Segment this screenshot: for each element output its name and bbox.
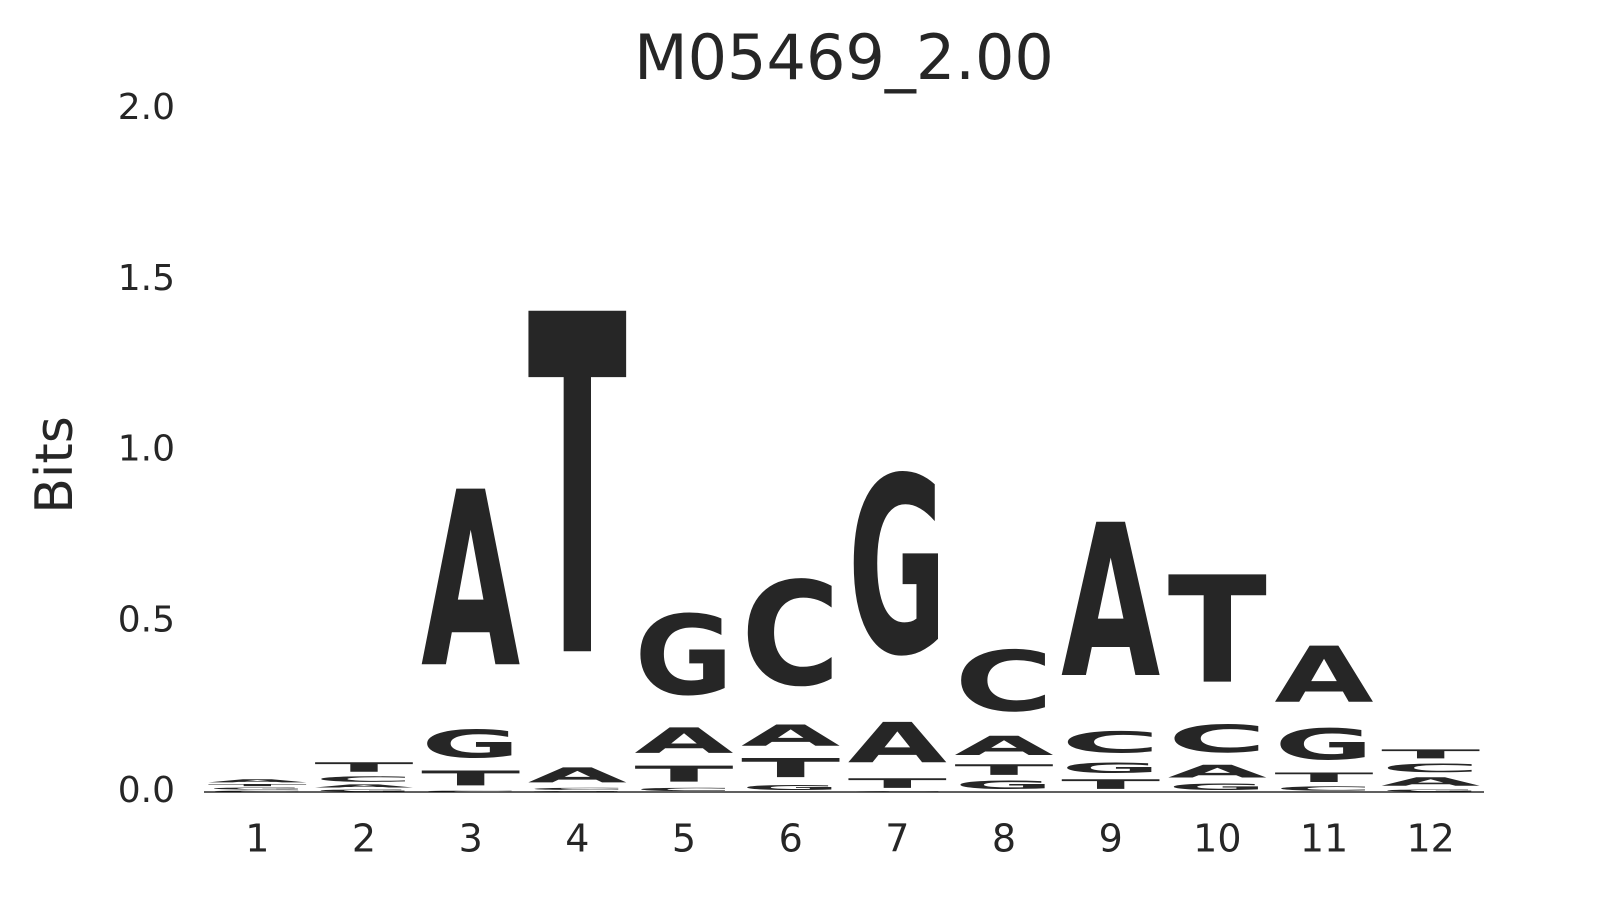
letter-glyph: A [1274, 630, 1373, 720]
letter-glyph: A [421, 442, 520, 722]
letter-glyph: A [954, 731, 1054, 762]
letter-glyph: G [314, 789, 413, 792]
letter-glyph: A [314, 784, 413, 789]
x-tick-label: 2 [352, 817, 376, 861]
letter-glyph: G [954, 778, 1053, 792]
y-tick-label: 0.0 [118, 770, 175, 811]
y-axis-label: Bits [25, 416, 85, 514]
letter-glyph: C [421, 790, 520, 792]
letter-glyph: T [1168, 546, 1267, 717]
letter-glyph: C [1274, 785, 1373, 792]
letter-glyph: G [848, 427, 947, 711]
letter-glyph: C [528, 787, 627, 790]
letter-glyph: A [528, 763, 627, 787]
letter-glyph: C [208, 790, 307, 792]
letter-glyph: T [1061, 777, 1160, 792]
letter-glyph: T [1381, 747, 1480, 761]
letter-glyph: G [634, 593, 733, 720]
letter-glyph: T [1274, 770, 1373, 785]
x-tick-label: 8 [992, 817, 1016, 861]
x-tick-label: 11 [1300, 817, 1348, 861]
x-tick-label: 3 [459, 817, 483, 861]
letter-glyph: T [421, 767, 520, 791]
letter-glyph: G [1274, 721, 1373, 770]
letter-glyph: G [421, 723, 520, 767]
letter-glyph: C [1061, 726, 1160, 760]
letter-glyph: C [1168, 717, 1267, 761]
letter-glyph: T [848, 776, 947, 791]
letter-glyph: T [208, 784, 307, 787]
x-tick-label: 6 [779, 817, 803, 861]
letter-glyph: C [848, 791, 947, 792]
letter-glyph: G [741, 784, 840, 792]
letter-glyph: C [1381, 761, 1480, 775]
x-tick-label: 10 [1193, 817, 1241, 861]
letter-glyph: C [954, 634, 1053, 730]
letter-glyph: T [954, 761, 1053, 778]
letter-glyph: A [848, 711, 947, 776]
y-tick-label: 1.5 [118, 258, 175, 299]
x-tick-label: 7 [885, 817, 909, 861]
letter-glyph: G [208, 787, 307, 790]
x-tick-label: 1 [245, 817, 269, 861]
letter-glyph: A [634, 721, 734, 762]
letter-glyph: C [741, 552, 840, 719]
letter-glyph: C [314, 775, 413, 784]
letter-glyph: A [1061, 481, 1160, 726]
letter-glyph: T [741, 753, 840, 784]
x-tick-label: 12 [1406, 817, 1454, 861]
x-tick-label: 4 [565, 817, 589, 861]
y-tick-label: 0.5 [118, 599, 175, 640]
letter-glyph: A [1381, 775, 1480, 788]
x-tick-label: 5 [672, 817, 696, 861]
y-tick-label: 2.0 [118, 87, 175, 128]
letter-glyph: T [634, 761, 733, 787]
letter-glyph: G [1381, 789, 1480, 792]
y-tick-label: 1.0 [118, 429, 175, 470]
letter-glyph: T [314, 760, 413, 775]
chart-title: M05469_2.00 [634, 21, 1054, 94]
letter-glyph: A [741, 719, 840, 753]
letter-glyph: G [1168, 782, 1267, 792]
letter-glyph: T [528, 218, 628, 762]
letter-glyph: C [634, 787, 733, 792]
letter-glyph: A [1168, 761, 1267, 781]
letter-glyph: G [528, 791, 627, 792]
letter-glyph: G [1061, 760, 1160, 777]
x-tick-label: 9 [1099, 817, 1123, 861]
letter-glyph: A [208, 778, 307, 783]
